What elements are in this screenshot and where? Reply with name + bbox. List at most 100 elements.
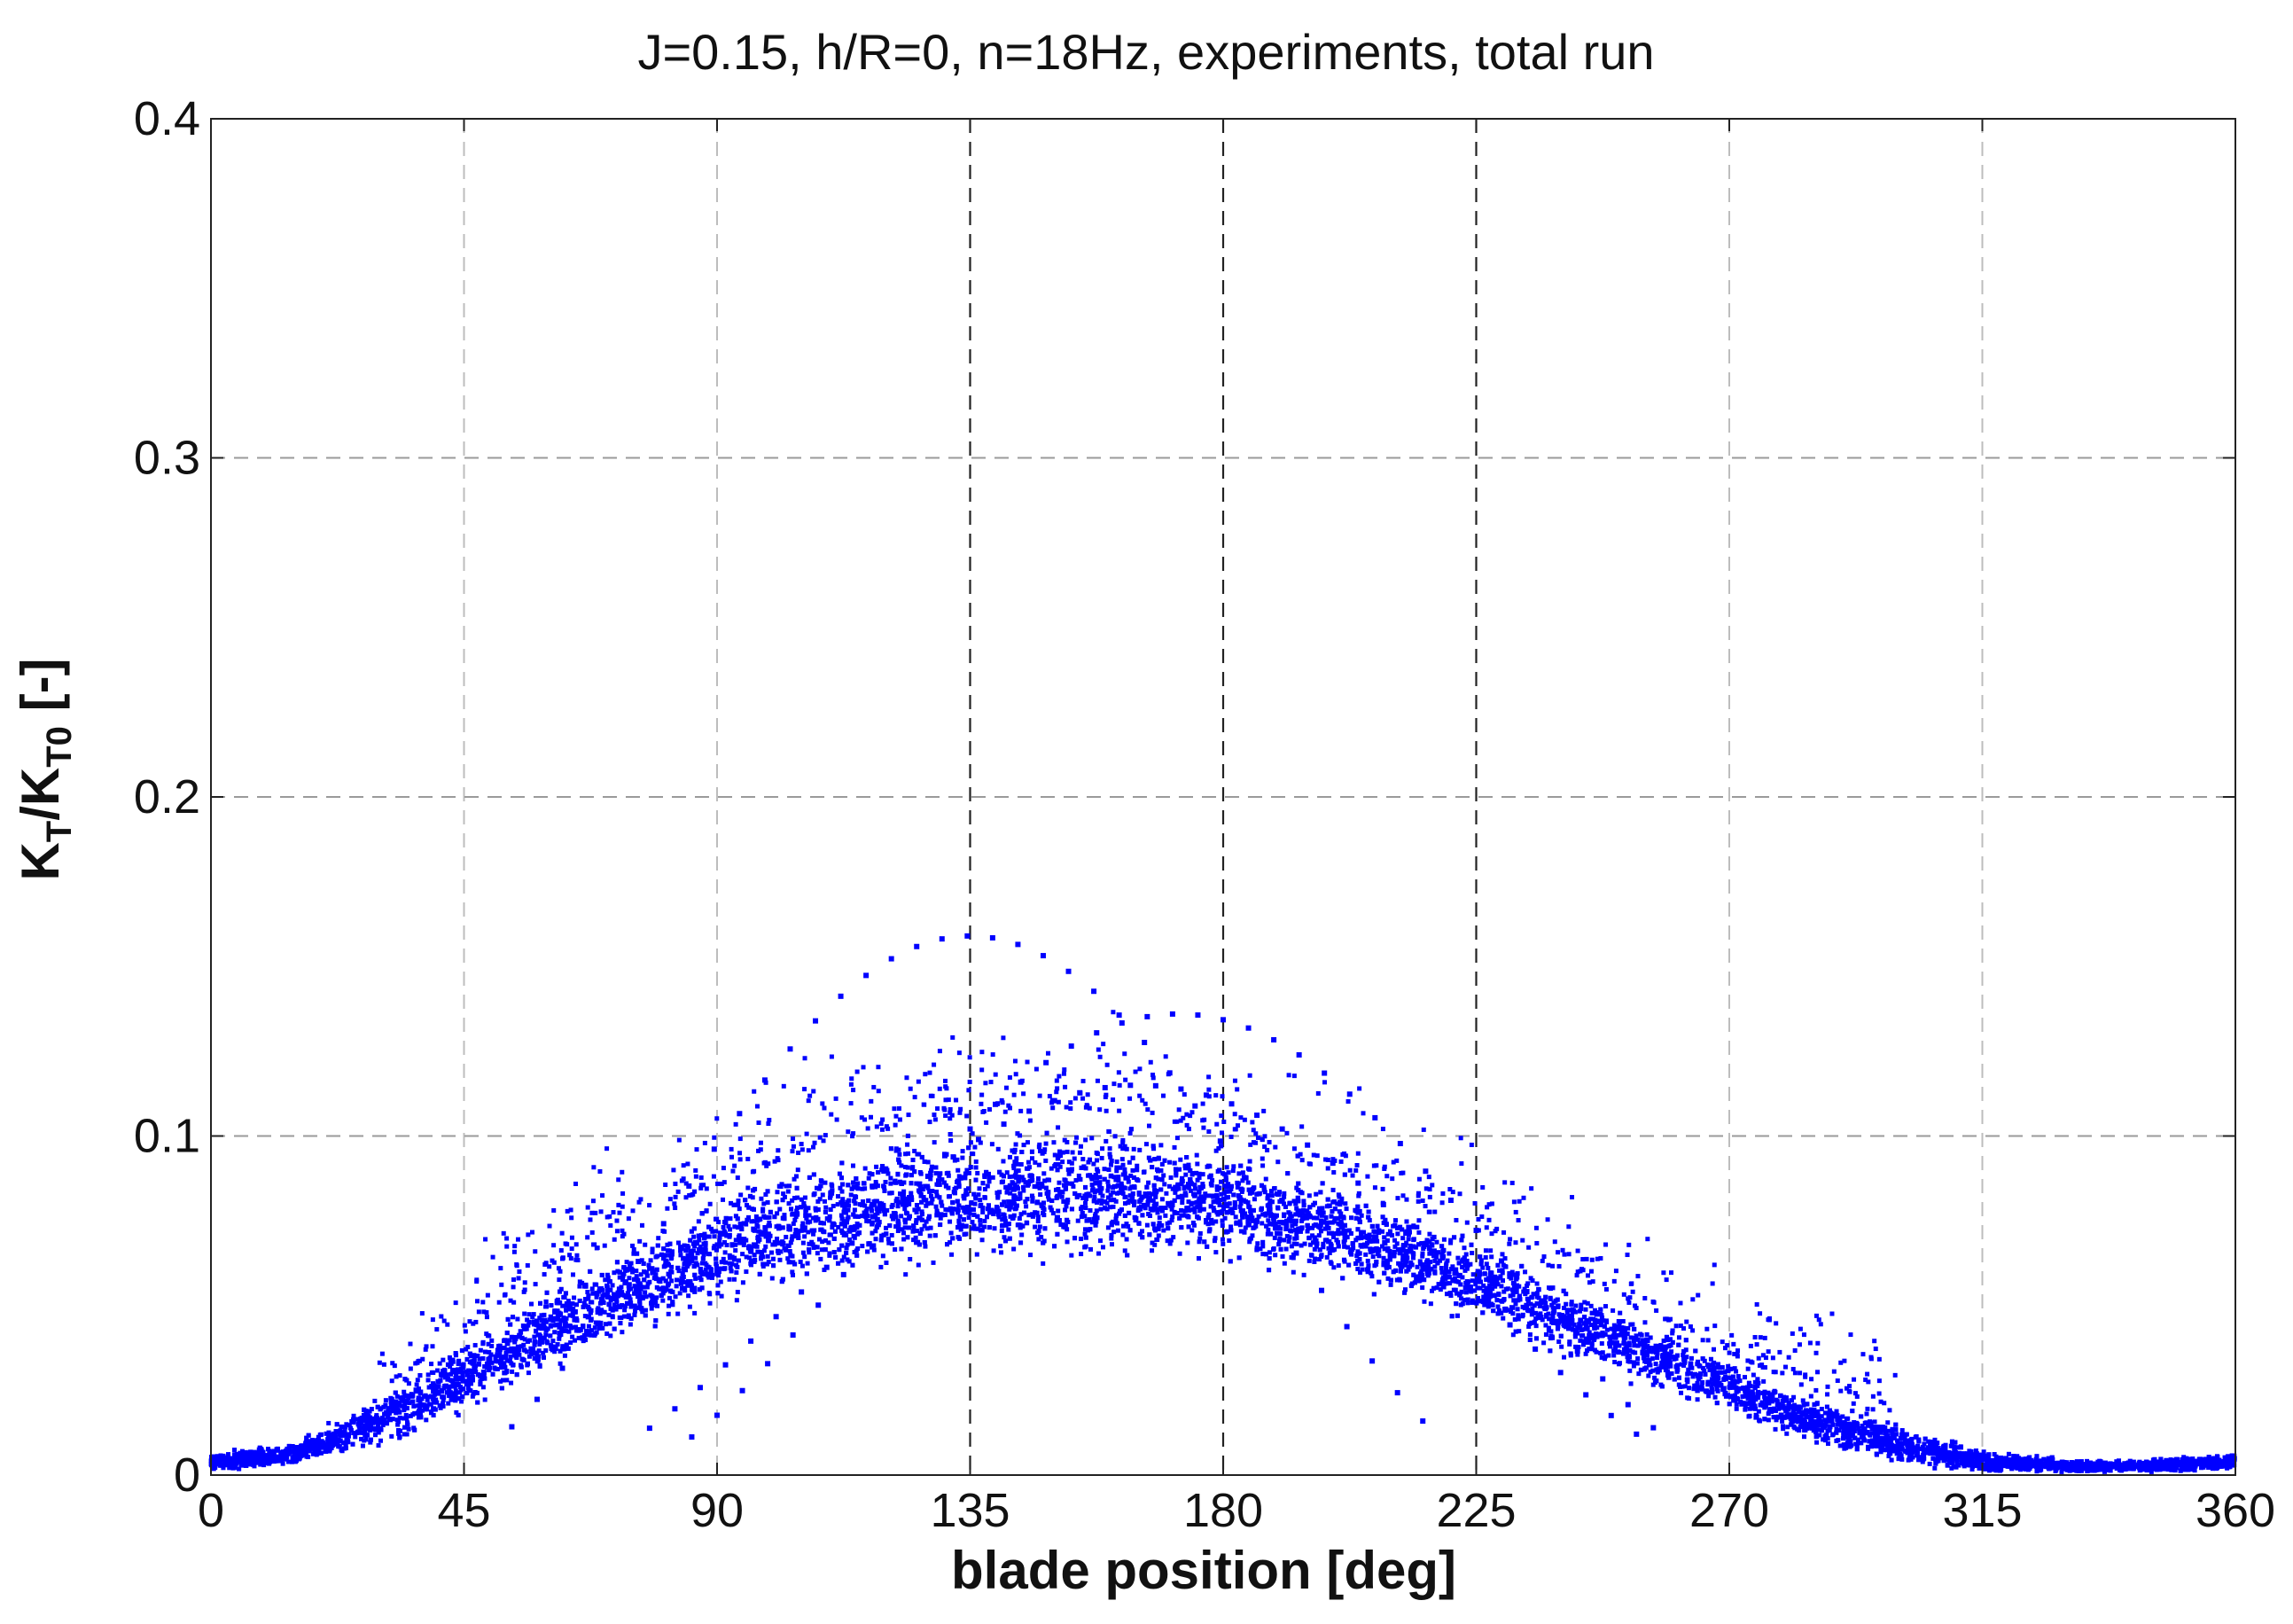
data-point: [489, 1343, 495, 1348]
data-point: [564, 1303, 569, 1308]
data-point: [1527, 1332, 1533, 1338]
data-point: [1751, 1372, 1756, 1378]
data-point: [570, 1334, 575, 1339]
data-point: [1014, 1161, 1019, 1167]
data-point: [686, 1293, 691, 1299]
data-point: [977, 1186, 982, 1191]
data-point: [1603, 1304, 1608, 1309]
data-point: [1183, 1172, 1189, 1177]
data-point: [1676, 1335, 1681, 1340]
data-point: [1164, 1191, 1169, 1196]
data-point: [340, 1440, 346, 1445]
data-point: [1105, 1195, 1111, 1200]
data-point: [1220, 1223, 1225, 1229]
data-point: [631, 1277, 636, 1282]
data-point: [861, 1199, 866, 1205]
data-point: [1189, 1228, 1195, 1233]
data-point: [765, 1253, 770, 1259]
data-point: [815, 1198, 821, 1204]
data-point: [517, 1352, 522, 1357]
data-point: [1230, 1168, 1236, 1174]
data-point: [1743, 1407, 1748, 1412]
data-point: [1260, 1239, 1266, 1245]
data-point: [1406, 1232, 1411, 1238]
data-point: [1042, 1147, 1048, 1152]
data-point: [1336, 1215, 1341, 1221]
data-point: [1038, 1192, 1043, 1198]
data-point: [1092, 1190, 1097, 1195]
data-point: [724, 1243, 729, 1248]
data-point: [1237, 1204, 1243, 1209]
data-point: [1359, 1213, 1364, 1218]
data-point: [1065, 1139, 1070, 1144]
data-point: [788, 1240, 793, 1245]
data-point: [1470, 1251, 1475, 1256]
data-point: [559, 1318, 565, 1323]
data-point: [966, 1215, 971, 1221]
data-point: [1345, 1245, 1351, 1250]
data-point: [500, 1378, 505, 1383]
data-point: [1205, 1193, 1211, 1198]
data-point: [447, 1355, 452, 1360]
data-point: [1342, 1259, 1347, 1264]
data-point: [1507, 1271, 1512, 1277]
data-point: [643, 1242, 648, 1247]
data-point: [1111, 1204, 1116, 1209]
data-point: [403, 1412, 409, 1417]
data-point: [693, 1255, 698, 1261]
data-point: [1726, 1363, 1731, 1369]
data-point: [991, 1248, 996, 1253]
data-point: [417, 1404, 422, 1409]
data-point: [948, 1138, 954, 1144]
data-point: [1896, 1448, 1901, 1453]
data-point: [1564, 1301, 1569, 1307]
data-point: [1037, 1185, 1042, 1191]
data-point: [999, 1228, 1004, 1233]
data-point: [1509, 1309, 1514, 1315]
data-point: [1117, 1211, 1122, 1216]
data-point: [1562, 1305, 1567, 1310]
data-point: [1030, 1198, 1035, 1204]
data-point: [1845, 1416, 1851, 1421]
data-point: [571, 1272, 576, 1277]
data-point: [326, 1420, 331, 1425]
data-point: [542, 1312, 547, 1317]
data-point: [1582, 1300, 1587, 1305]
data-point: [1119, 1189, 1125, 1194]
data-point: [218, 1453, 223, 1458]
data-point: [1363, 1252, 1369, 1257]
data-point: [1228, 1224, 1234, 1230]
data-point: [1579, 1306, 1584, 1311]
data-point: [653, 1300, 659, 1305]
data-point: [1427, 1239, 1432, 1245]
data-point: [406, 1381, 411, 1386]
data-point: [1247, 1239, 1252, 1245]
data-point: [1398, 1224, 1403, 1230]
data-point: [1226, 1170, 1231, 1175]
data-point: [1711, 1347, 1716, 1352]
data-point: [1589, 1344, 1595, 1349]
data-point: [1470, 1278, 1475, 1284]
data-point: [1177, 1167, 1182, 1172]
data-point: [1523, 1269, 1528, 1275]
data-point: [1837, 1415, 1843, 1420]
data-point: [342, 1429, 347, 1434]
data-point: [1019, 1232, 1025, 1238]
data-point: [1936, 1446, 1941, 1451]
data-point: [1024, 1204, 1029, 1209]
data-point: [1665, 1338, 1671, 1343]
data-point: [461, 1386, 466, 1392]
data-point: [905, 1142, 910, 1147]
data-point: [543, 1347, 549, 1353]
data-point: [550, 1339, 556, 1344]
data-point: [972, 1201, 978, 1206]
data-point: [1202, 1195, 1207, 1200]
data-point: [1755, 1378, 1760, 1384]
data-point: [1416, 1218, 1422, 1223]
data-point: [1182, 1166, 1188, 1171]
data-point: [1229, 1183, 1235, 1189]
data-point: [1932, 1465, 1938, 1471]
data-point: [261, 1463, 267, 1468]
data-point: [1808, 1394, 1813, 1399]
data-point: [486, 1341, 491, 1347]
